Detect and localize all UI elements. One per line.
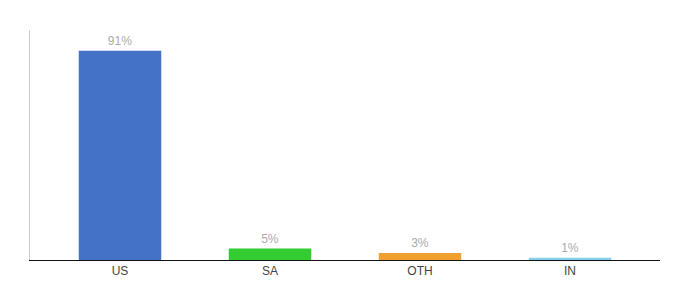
svg-text:OTH: OTH	[407, 264, 432, 278]
svg-text:3%: 3%	[411, 236, 429, 250]
svg-text:1%: 1%	[561, 241, 579, 255]
svg-text:91%: 91%	[108, 34, 132, 48]
svg-text:IN: IN	[564, 264, 576, 278]
svg-text:5%: 5%	[261, 232, 279, 246]
svg-text:US: US	[112, 264, 129, 278]
svg-text:SA: SA	[262, 264, 278, 278]
